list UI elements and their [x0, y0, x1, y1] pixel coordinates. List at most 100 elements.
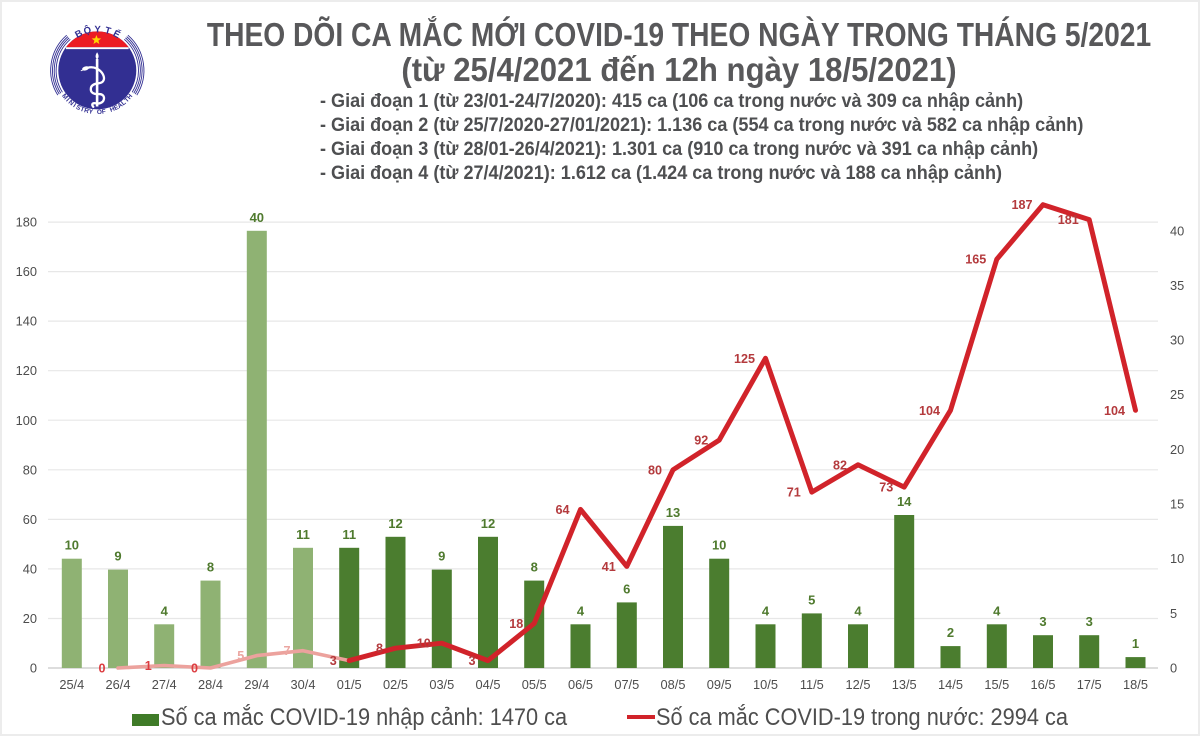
svg-text:M: M — [60, 93, 69, 102]
svg-text:F: F — [101, 108, 106, 116]
svg-text:Y: Y — [94, 24, 101, 35]
svg-text:S: S — [75, 104, 83, 113]
svg-text:27/4: 27/4 — [152, 677, 177, 692]
svg-text:H: H — [109, 106, 116, 114]
svg-text:64: 64 — [555, 503, 569, 517]
svg-text:4: 4 — [993, 603, 1001, 618]
svg-text:08/5: 08/5 — [661, 677, 686, 692]
svg-text:12: 12 — [388, 516, 402, 531]
svg-text:5: 5 — [808, 592, 815, 607]
svg-text:29/4: 29/4 — [244, 677, 269, 692]
svg-text:8: 8 — [531, 560, 538, 575]
svg-text:10: 10 — [1170, 551, 1184, 566]
svg-text:18: 18 — [509, 617, 523, 631]
svg-text:1: 1 — [145, 659, 152, 673]
svg-text:92: 92 — [694, 434, 708, 448]
svg-text:40: 40 — [23, 561, 37, 576]
svg-text:03/5: 03/5 — [429, 677, 454, 692]
svg-text:120: 120 — [16, 363, 37, 378]
svg-text:30: 30 — [1170, 333, 1184, 348]
svg-text:09/5: 09/5 — [707, 677, 732, 692]
svg-text:20: 20 — [23, 611, 37, 626]
svg-text:82: 82 — [833, 458, 847, 472]
svg-text:4: 4 — [762, 603, 770, 618]
svg-text:R: R — [83, 107, 90, 115]
svg-text:T: T — [104, 25, 113, 37]
svg-text:02/5: 02/5 — [383, 677, 408, 692]
svg-text:14: 14 — [897, 494, 912, 509]
svg-text:80: 80 — [648, 463, 662, 477]
svg-text:160: 160 — [16, 264, 37, 279]
svg-text:5: 5 — [237, 649, 244, 663]
svg-text:0: 0 — [1170, 661, 1177, 676]
svg-text:104: 104 — [919, 404, 940, 418]
svg-text:Ế: Ế — [111, 28, 122, 41]
svg-text:3: 3 — [1039, 614, 1046, 629]
svg-text:28/4: 28/4 — [198, 677, 223, 692]
svg-text:11: 11 — [296, 527, 310, 542]
svg-text:Ộ: Ộ — [82, 24, 93, 38]
svg-text:6: 6 — [623, 581, 630, 596]
svg-text:12: 12 — [481, 516, 495, 531]
svg-text:26/4: 26/4 — [106, 677, 131, 692]
svg-text:4: 4 — [854, 603, 862, 618]
svg-text:2: 2 — [947, 625, 954, 640]
svg-text:180: 180 — [16, 215, 37, 230]
svg-text:40: 40 — [1170, 223, 1184, 238]
svg-text:104: 104 — [1104, 404, 1125, 418]
svg-text:9: 9 — [438, 549, 445, 564]
svg-text:10: 10 — [65, 538, 79, 553]
svg-text:40: 40 — [250, 210, 264, 225]
svg-text:8: 8 — [207, 560, 214, 575]
svg-text:4: 4 — [577, 603, 585, 618]
svg-text:0: 0 — [98, 662, 105, 676]
svg-text:30/4: 30/4 — [291, 677, 316, 692]
svg-text:O: O — [97, 109, 102, 116]
svg-text:11/5: 11/5 — [800, 677, 824, 692]
svg-text:15: 15 — [1170, 497, 1184, 512]
svg-text:3: 3 — [330, 654, 337, 668]
svg-text:7: 7 — [283, 644, 290, 658]
svg-text:60: 60 — [23, 512, 37, 527]
svg-text:0: 0 — [30, 661, 37, 676]
svg-text:10: 10 — [712, 538, 726, 553]
svg-text:71: 71 — [787, 486, 801, 500]
svg-text:0: 0 — [191, 662, 198, 676]
svg-text:04/5: 04/5 — [476, 677, 501, 692]
svg-text:I: I — [64, 97, 70, 103]
svg-text:13: 13 — [666, 505, 680, 520]
svg-text:35: 35 — [1170, 278, 1184, 293]
svg-text:10: 10 — [417, 637, 431, 651]
svg-text:80: 80 — [23, 462, 37, 477]
svg-text:E: E — [113, 104, 121, 113]
svg-text:Y: Y — [88, 108, 94, 116]
svg-text:140: 140 — [16, 314, 37, 329]
svg-text:18/5: 18/5 — [1123, 677, 1148, 692]
svg-text:14/5: 14/5 — [938, 677, 963, 692]
svg-text:06/5: 06/5 — [568, 677, 593, 692]
svg-text:B: B — [73, 28, 84, 41]
svg-text:05/5: 05/5 — [522, 677, 547, 692]
svg-text:4: 4 — [161, 603, 169, 618]
svg-text:11: 11 — [342, 527, 356, 542]
svg-text:3: 3 — [1086, 614, 1093, 629]
svg-text:10/5: 10/5 — [753, 677, 778, 692]
svg-text:125: 125 — [734, 352, 755, 366]
svg-text:T: T — [123, 96, 131, 104]
svg-text:N: N — [67, 99, 75, 108]
svg-text:13/5: 13/5 — [892, 677, 917, 692]
svg-text:T: T — [79, 106, 85, 114]
svg-text:8: 8 — [376, 642, 383, 656]
svg-text:12/5: 12/5 — [846, 677, 871, 692]
svg-text:17/5: 17/5 — [1077, 677, 1102, 692]
svg-text:3: 3 — [468, 654, 475, 668]
svg-text:01/5: 01/5 — [337, 677, 362, 692]
svg-text:16/5: 16/5 — [1031, 677, 1056, 692]
svg-text:25/4: 25/4 — [59, 677, 84, 692]
svg-text:I: I — [72, 102, 77, 109]
svg-text:181: 181 — [1058, 213, 1079, 227]
svg-text:15/5: 15/5 — [984, 677, 1009, 692]
svg-text:H: H — [126, 93, 135, 101]
svg-text:9: 9 — [114, 549, 121, 564]
svg-text:25: 25 — [1170, 387, 1184, 402]
